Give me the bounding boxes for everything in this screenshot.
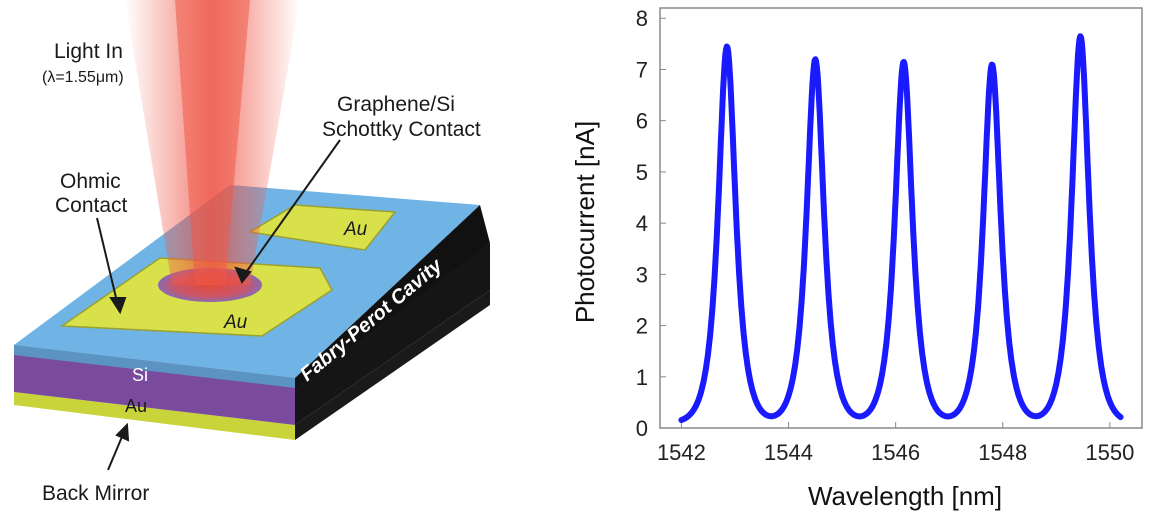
au-pad-label: Au	[223, 312, 248, 333]
y-tick-label: 2	[636, 314, 648, 339]
back-mirror-arrow	[107, 422, 130, 471]
y-tick-label: 7	[636, 57, 648, 82]
schottky-arrow	[234, 139, 341, 284]
y-tick-label: 3	[636, 262, 648, 287]
photocurrent-chart: 0 1 2 3 4 5 6 7 8 1542 1544 1546 1548 1550 Wavelengt…	[570, 6, 1143, 511]
light-beam-core	[175, 0, 250, 285]
y-tick-label: 0	[636, 416, 648, 441]
ohmic-label-line2: Contact	[55, 194, 128, 217]
au-layer-front	[14, 392, 295, 440]
ohmic-arrow	[96, 217, 127, 315]
y-tick-label: 8	[636, 6, 648, 31]
y-tick-label: 4	[636, 211, 648, 236]
x-ticks: 1542 1544 1546 1548 1550	[657, 422, 1134, 465]
x-tick-label: 1548	[978, 440, 1027, 465]
schottky-label-line1: Graphene/Si	[337, 93, 455, 116]
wavelength-label: (λ=1.55μm)	[42, 69, 124, 86]
x-axis-label: Wavelength [nm]	[808, 481, 1002, 511]
au-top-label: Au	[343, 219, 368, 240]
au-layer-side	[295, 290, 490, 440]
au-layer-label: Au	[125, 396, 147, 416]
y-axis-label: Photocurrent [nA]	[570, 121, 600, 323]
schottky-label-line2: Schottky Contact	[322, 118, 481, 141]
light-in-label: Light In	[54, 40, 123, 63]
x-tick-label: 1550	[1085, 440, 1134, 465]
cavity-side	[295, 205, 490, 388]
y-ticks: 0 1 2 3 4 5 6 7 8	[636, 6, 666, 441]
cavity-front-edge	[14, 345, 295, 388]
si-layer-front	[14, 345, 295, 425]
si-layer-label: Si	[132, 365, 148, 385]
y-tick-label: 1	[636, 365, 648, 390]
y-tick-label: 5	[636, 160, 648, 185]
ohmic-label-line1: Ohmic	[60, 170, 121, 193]
si-layer-side	[295, 243, 490, 425]
x-tick-label: 1544	[764, 440, 813, 465]
y-tick-label: 6	[636, 109, 648, 134]
photocurrent-trace	[678, 33, 1124, 423]
device-schematic: Light In (λ=1.55μm) Graphene/Si Schottky…	[14, 0, 490, 505]
back-mirror-label: Back Mirror	[42, 482, 149, 505]
x-tick-label: 1546	[871, 440, 920, 465]
x-tick-label: 1542	[657, 440, 706, 465]
